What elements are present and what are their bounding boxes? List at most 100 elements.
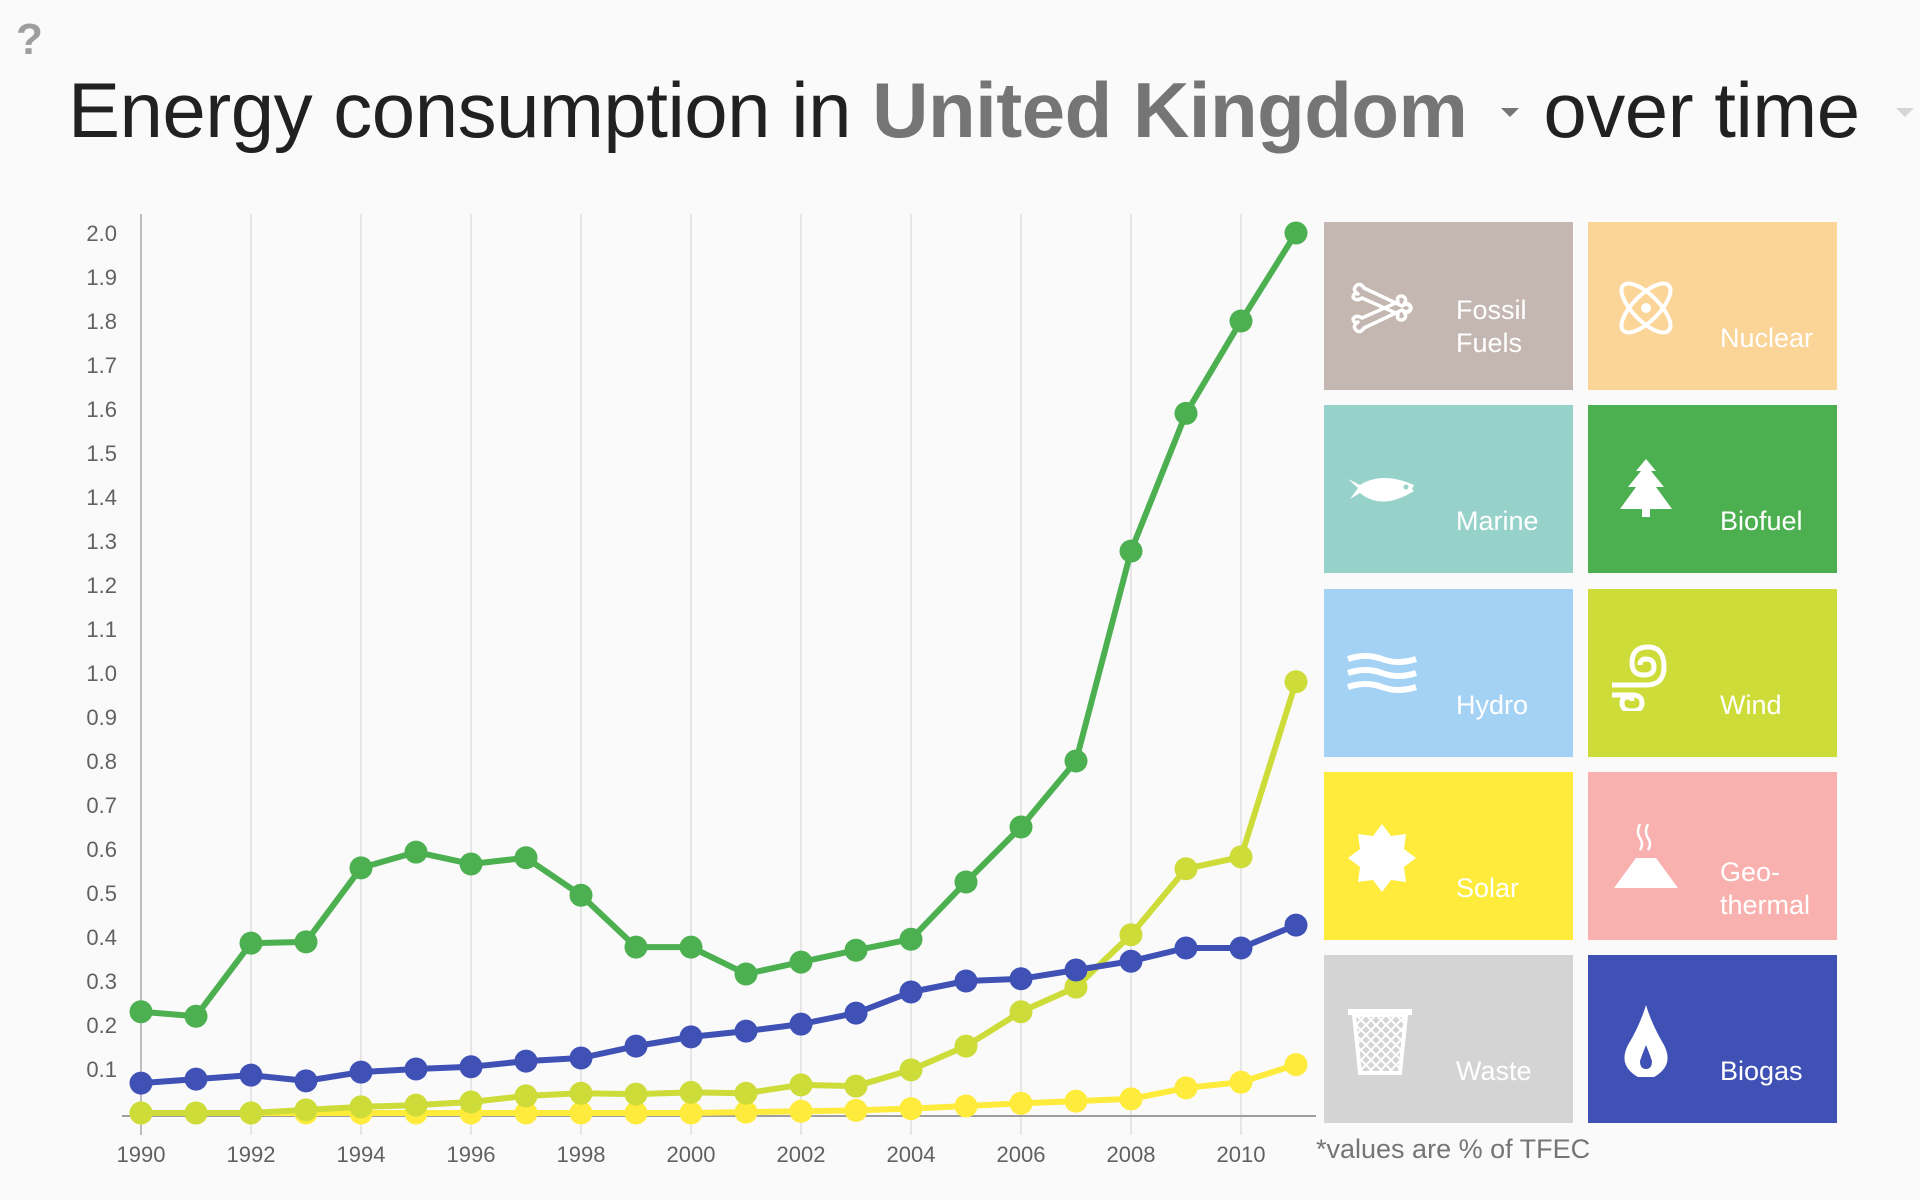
- crossed-bones-icon: [1346, 272, 1418, 344]
- x-tick-label: 2000: [667, 1142, 716, 1167]
- y-axis-ticks: 0.1 0.2 0.3 0.4 0.5 0.6 0.7 0.8 0.9 1.0 1.1 1.2 1.3 1…: [86, 221, 117, 1082]
- data-point: [789, 1073, 813, 1097]
- data-point: [624, 1101, 648, 1125]
- data-point: [514, 1084, 538, 1108]
- data-point: [1174, 401, 1198, 425]
- x-tick-label: 1992: [227, 1142, 276, 1167]
- data-point: [294, 1098, 318, 1122]
- x-tick-label: 1998: [557, 1142, 606, 1167]
- y-tick-label: 0.5: [86, 881, 117, 906]
- data-point: [1064, 975, 1088, 999]
- data-point: [679, 935, 703, 959]
- wind-swirl-icon: [1610, 639, 1682, 714]
- y-tick-label: 1.6: [86, 397, 117, 422]
- legend-tile-label: Wind: [1720, 689, 1782, 720]
- data-point: [569, 883, 593, 907]
- x-tick-label: 2004: [887, 1142, 936, 1167]
- x-tick-label: 1994: [337, 1142, 386, 1167]
- legend-tile-geothermal[interactable]: Geo- thermal: [1588, 771, 1837, 940]
- data-point: [1119, 923, 1143, 947]
- data-point: [569, 1046, 593, 1070]
- data-point: [1064, 749, 1088, 773]
- legend-tile-label: Hydro: [1456, 689, 1529, 720]
- x-tick-label: 2010: [1217, 1142, 1266, 1167]
- data-point: [624, 1034, 648, 1058]
- data-point: [789, 1012, 813, 1036]
- data-point: [734, 1100, 758, 1124]
- data-point: [679, 1025, 703, 1049]
- time-mode-dropdown-chevron-icon[interactable]: [1895, 107, 1914, 117]
- help-button[interactable]: ?: [16, 15, 43, 64]
- x-tick-label: 2008: [1107, 1142, 1156, 1167]
- time-mode-label[interactable]: over time: [1543, 66, 1860, 154]
- data-point: [899, 927, 923, 951]
- x-tick-label: 1990: [117, 1142, 166, 1167]
- legend-tile-nuclear[interactable]: Nuclear: [1588, 222, 1837, 390]
- data-point: [184, 1067, 208, 1091]
- data-point: [844, 1098, 868, 1122]
- y-tick-label: 0.2: [86, 1013, 117, 1038]
- tree-icon: [1610, 455, 1682, 527]
- legend-tile-label: Solar: [1456, 872, 1520, 903]
- data-point: [954, 1094, 978, 1118]
- legend-tile-label: Fossil Fuels: [1456, 295, 1527, 358]
- flame-drop-icon: [1610, 1005, 1682, 1080]
- data-point: [954, 969, 978, 993]
- data-point: [404, 1057, 428, 1081]
- data-point: [899, 1097, 923, 1121]
- legend-tile-hydro[interactable]: Hydro: [1324, 588, 1573, 757]
- data-point: [404, 1093, 428, 1117]
- country-selector[interactable]: United Kingdom: [872, 66, 1468, 154]
- data-point: [459, 852, 483, 876]
- y-tick-label: 0.1: [86, 1057, 117, 1082]
- legend-tile-solar[interactable]: Solar: [1324, 771, 1573, 940]
- wastebasket-icon: [1346, 1005, 1418, 1077]
- legend-tile-marine[interactable]: Marine: [1324, 405, 1573, 574]
- legend-tile-wind[interactable]: Wind: [1588, 588, 1837, 757]
- data-point: [239, 931, 263, 955]
- volcano-icon: [1610, 822, 1682, 894]
- country-dropdown-chevron-icon[interactable]: [1501, 107, 1520, 117]
- data-point: [129, 1071, 153, 1095]
- atom-icon: [1610, 272, 1682, 344]
- legend-tile-label: Marine: [1456, 506, 1539, 537]
- data-point: [294, 1069, 318, 1093]
- data-point: [514, 1101, 538, 1125]
- data-point: [1064, 958, 1088, 982]
- data-point: [954, 870, 978, 894]
- y-tick-label: 1.3: [86, 529, 117, 554]
- data-point: [184, 1004, 208, 1028]
- legend-tile-label: Biogas: [1720, 1056, 1803, 1087]
- y-tick-label: 1.5: [86, 441, 117, 466]
- data-point: [1284, 913, 1308, 937]
- legend-tile-waste[interactable]: Waste: [1324, 955, 1573, 1124]
- data-point: [844, 1074, 868, 1098]
- series-biogas: [129, 913, 1308, 1095]
- data-point: [1174, 1076, 1198, 1100]
- data-point: [1009, 1000, 1033, 1024]
- legend-tile-biogas[interactable]: Biogas: [1588, 955, 1837, 1124]
- legend-tile-fossilfuels[interactable]: Fossil Fuels: [1324, 222, 1573, 390]
- data-point: [514, 1049, 538, 1073]
- legend-tile-biofuel[interactable]: Biofuel: [1588, 405, 1837, 574]
- data-point: [899, 980, 923, 1004]
- x-tick-label: 2006: [997, 1142, 1046, 1167]
- data-point: [1009, 1091, 1033, 1115]
- series-group: [129, 221, 1308, 1125]
- data-point: [734, 1019, 758, 1043]
- data-point: [184, 1101, 208, 1125]
- data-point: [1119, 539, 1143, 563]
- y-tick-label: 0.8: [86, 749, 117, 774]
- data-point: [1009, 967, 1033, 991]
- data-point: [1174, 857, 1198, 881]
- data-point: [624, 1082, 648, 1106]
- y-tick-label: 0.6: [86, 837, 117, 862]
- line-chart: 0.1 0.2 0.3 0.4 0.5 0.6 0.7 0.8 0.9 1.0 1.1 1.2 1.3 1…: [86, 214, 1316, 1167]
- data-point: [459, 1055, 483, 1079]
- data-point: [1229, 936, 1253, 960]
- x-tick-label: 1996: [447, 1142, 496, 1167]
- data-point: [569, 1081, 593, 1105]
- y-tick-label: 1.4: [86, 485, 117, 510]
- data-point: [789, 950, 813, 974]
- x-tick-label: 2002: [777, 1142, 826, 1167]
